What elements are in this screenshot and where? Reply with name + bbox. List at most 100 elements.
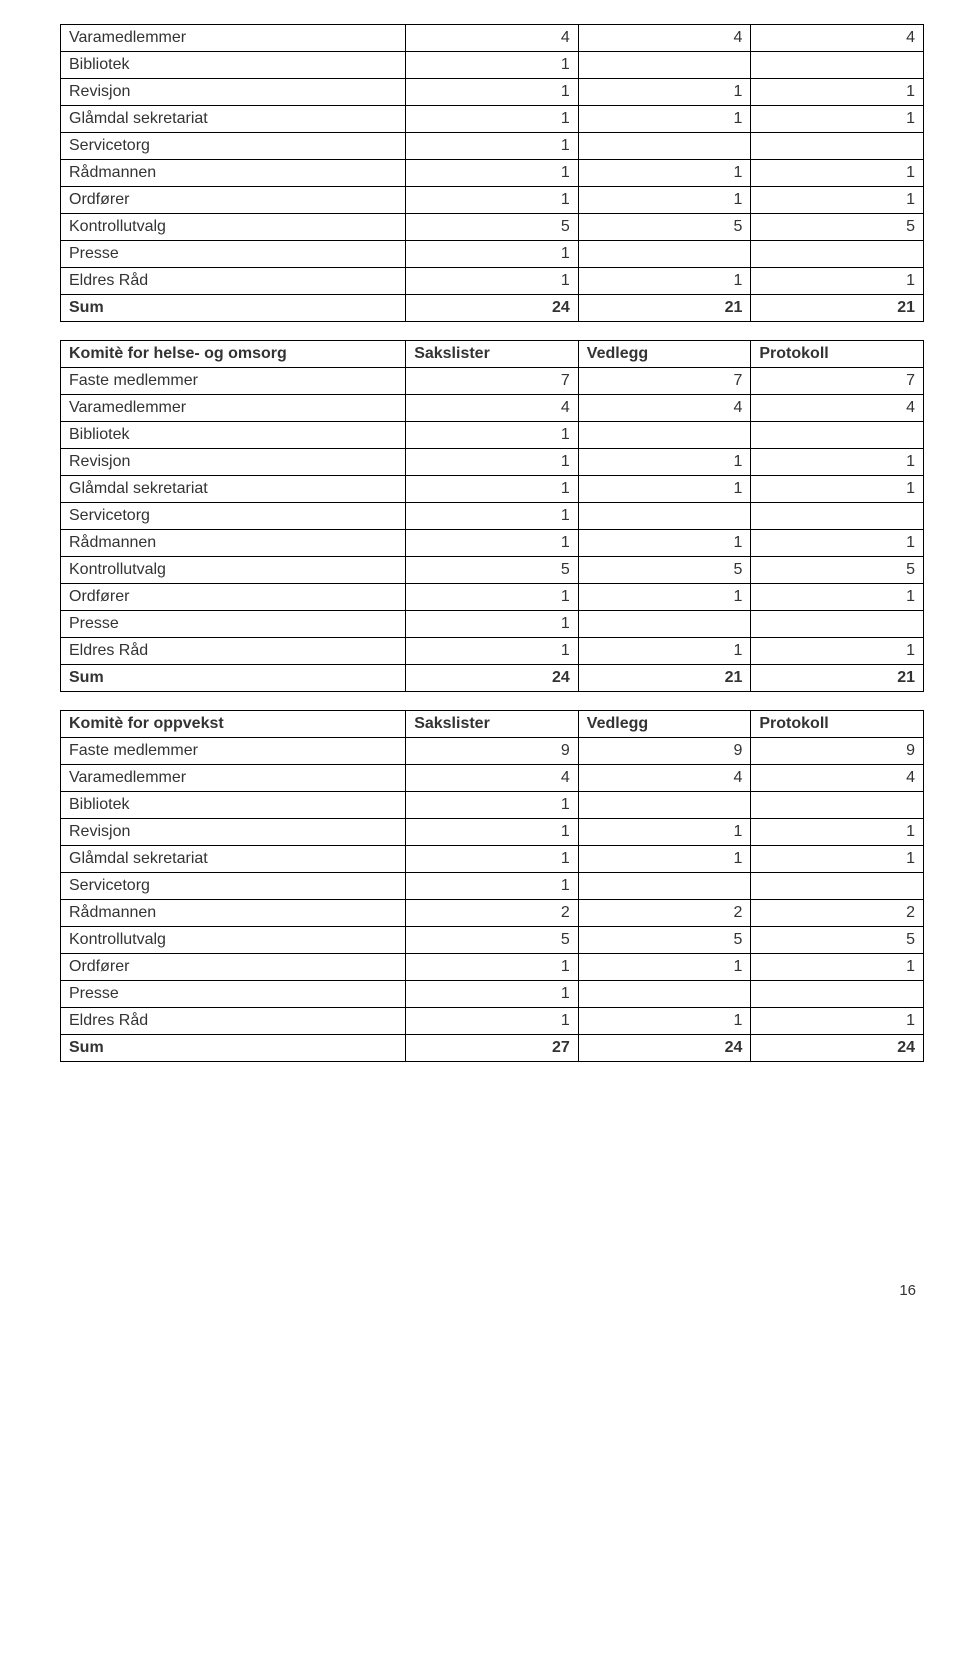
row-value: 1 <box>406 106 579 133</box>
row-label: Revisjon <box>61 449 406 476</box>
row-value: 5 <box>406 927 579 954</box>
row-value: 1 <box>406 476 579 503</box>
row-label: Presse <box>61 241 406 268</box>
row-value: 1 <box>751 638 924 665</box>
row-value: 1 <box>578 106 751 133</box>
row-value: 5 <box>751 557 924 584</box>
row-label: Sum <box>61 1035 406 1062</box>
row-value: 1 <box>406 584 579 611</box>
row-label: Rådmannen <box>61 160 406 187</box>
row-value: 1 <box>406 846 579 873</box>
row-value: 1 <box>406 954 579 981</box>
row-value <box>578 981 751 1008</box>
row-value: 1 <box>406 449 579 476</box>
row-label: Kontrollutvalg <box>61 927 406 954</box>
row-value: 1 <box>578 268 751 295</box>
row-value <box>578 611 751 638</box>
table-row: Servicetorg1 <box>61 133 924 160</box>
row-label: Ordfører <box>61 584 406 611</box>
row-label: Varamedlemmer <box>61 765 406 792</box>
row-value: 1 <box>751 106 924 133</box>
row-value: 2 <box>406 900 579 927</box>
table-3-header-vedlegg: Vedlegg <box>578 711 751 738</box>
table-row: Presse1 <box>61 611 924 638</box>
row-value: 1 <box>578 846 751 873</box>
row-label: Servicetorg <box>61 873 406 900</box>
row-value: 7 <box>751 368 924 395</box>
row-value: 1 <box>578 79 751 106</box>
row-label: Bibliotek <box>61 52 406 79</box>
row-label: Eldres Råd <box>61 1008 406 1035</box>
row-value: 1 <box>578 819 751 846</box>
table-row: Sum242121 <box>61 295 924 322</box>
table-row: Sum272424 <box>61 1035 924 1062</box>
row-value: 5 <box>751 927 924 954</box>
row-value: 1 <box>406 873 579 900</box>
row-value: 1 <box>578 187 751 214</box>
row-label: Varamedlemmer <box>61 395 406 422</box>
row-value: 27 <box>406 1035 579 1062</box>
row-value: 1 <box>406 187 579 214</box>
row-value <box>578 422 751 449</box>
row-value: 21 <box>751 295 924 322</box>
table-row: Kontrollutvalg555 <box>61 557 924 584</box>
table-row: Ordfører111 <box>61 954 924 981</box>
row-label: Faste medlemmer <box>61 368 406 395</box>
row-value <box>751 503 924 530</box>
row-label: Kontrollutvalg <box>61 214 406 241</box>
row-value: 4 <box>751 395 924 422</box>
row-value: 1 <box>751 268 924 295</box>
row-value: 1 <box>406 79 579 106</box>
row-label: Ordfører <box>61 187 406 214</box>
table-row: Glåmdal sekretariat111 <box>61 106 924 133</box>
row-value: 1 <box>751 79 924 106</box>
row-value: 5 <box>751 214 924 241</box>
table-row: Bibliotek1 <box>61 52 924 79</box>
row-label: Servicetorg <box>61 503 406 530</box>
row-value: 1 <box>751 1008 924 1035</box>
row-value: 1 <box>406 1008 579 1035</box>
table-row: Servicetorg1 <box>61 873 924 900</box>
table-3-header-protokoll: Protokoll <box>751 711 924 738</box>
row-value: 1 <box>406 241 579 268</box>
table-2-header-protokoll: Protokoll <box>751 341 924 368</box>
table-2-header-row: Komitè for helse- og omsorg Sakslister V… <box>61 341 924 368</box>
row-label: Rådmannen <box>61 900 406 927</box>
table-row: Presse1 <box>61 981 924 1008</box>
row-value: 1 <box>406 422 579 449</box>
table-3-header-row: Komitè for oppvekst Sakslister Vedlegg P… <box>61 711 924 738</box>
row-label: Rådmannen <box>61 530 406 557</box>
row-label: Sum <box>61 665 406 692</box>
table-3-header-sakslister: Sakslister <box>406 711 579 738</box>
row-value: 1 <box>751 846 924 873</box>
row-label: Eldres Råd <box>61 638 406 665</box>
row-value <box>751 981 924 1008</box>
table-row: Eldres Råd111 <box>61 268 924 295</box>
row-value <box>751 422 924 449</box>
table-row: Kontrollutvalg555 <box>61 214 924 241</box>
row-value: 7 <box>578 368 751 395</box>
row-value <box>578 133 751 160</box>
row-value: 1 <box>406 268 579 295</box>
row-value: 24 <box>406 665 579 692</box>
row-value: 1 <box>751 954 924 981</box>
row-value: 1 <box>406 981 579 1008</box>
table-row: Sum242121 <box>61 665 924 692</box>
row-value: 1 <box>406 638 579 665</box>
row-value: 1 <box>578 954 751 981</box>
row-value: 24 <box>578 1035 751 1062</box>
table-row: Glåmdal sekretariat111 <box>61 846 924 873</box>
table-row: Kontrollutvalg555 <box>61 927 924 954</box>
row-value: 5 <box>578 214 751 241</box>
row-value: 24 <box>751 1035 924 1062</box>
row-value: 4 <box>751 25 924 52</box>
table-3: Komitè for oppvekst Sakslister Vedlegg P… <box>60 710 924 1062</box>
row-value: 1 <box>578 638 751 665</box>
row-label: Servicetorg <box>61 133 406 160</box>
row-label: Bibliotek <box>61 422 406 449</box>
row-value <box>578 873 751 900</box>
row-value <box>751 873 924 900</box>
row-value: 9 <box>406 738 579 765</box>
row-value: 1 <box>406 530 579 557</box>
row-value: 1 <box>578 160 751 187</box>
